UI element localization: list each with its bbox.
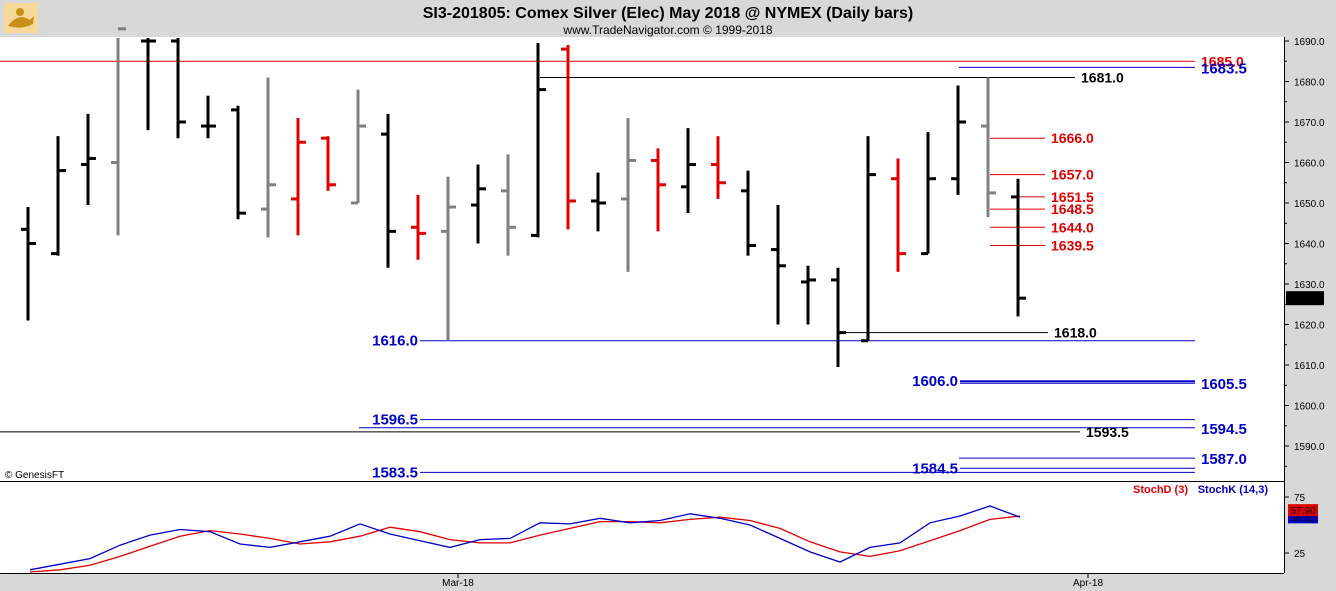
level-label: 1681.0	[1081, 69, 1124, 85]
stochd-value-box	[1288, 504, 1318, 517]
level-label: 1657.0	[1051, 167, 1094, 183]
current-price-label: 1626.5	[1290, 294, 1321, 305]
stoch-tick-label: 75	[1294, 493, 1306, 504]
level-label: 1596.5	[372, 412, 418, 429]
level-label: 1666.0	[1051, 130, 1094, 146]
level-label: 1587.0	[1201, 451, 1247, 468]
stoch-line	[29, 505, 1021, 571]
level-label: 1618.0	[1054, 325, 1097, 341]
price-panel	[0, 37, 1284, 481]
level-label: 1616.0	[372, 333, 418, 350]
level-label: 1683.5	[1201, 60, 1247, 77]
y-tick-label: 1630.0	[1294, 280, 1325, 291]
chart-title: SI3-201805: Comex Silver (Elec) May 2018…	[423, 5, 914, 22]
y-tick-label: 1640.0	[1294, 240, 1325, 251]
watermark: © GenesisFT	[5, 470, 64, 481]
level-label: 1605.5	[1201, 376, 1247, 393]
level-label: 1644.0	[1051, 219, 1094, 235]
stochk-value-label: 56.82	[1290, 513, 1315, 524]
logo-icon	[4, 3, 38, 33]
current-price-box	[1286, 291, 1324, 306]
x-tick-label: Apr-18	[1073, 578, 1103, 589]
y-tick-label: 1650.0	[1294, 199, 1325, 210]
y-tick-label: 1610.0	[1294, 361, 1325, 372]
level-label: 1606.0	[912, 373, 958, 390]
y-tick-label: 1680.0	[1294, 78, 1325, 89]
level-label: 1594.5	[1201, 421, 1247, 438]
stochastic-panel	[0, 482, 1284, 573]
stochd-value-label: 57.90	[1290, 506, 1315, 517]
level-label: 1639.5	[1051, 238, 1094, 254]
level-label: 1651.5	[1051, 189, 1094, 205]
chart-subtitle: www.TradeNavigator.com © 1999-2018	[562, 23, 772, 37]
level-label: 1584.5	[912, 460, 958, 477]
x-axis: Mar-18 Apr-18	[442, 573, 1103, 589]
y-tick-label: 1660.0	[1294, 159, 1325, 170]
x-tick-label: Mar-18	[442, 578, 474, 589]
level-label: 1648.5	[1051, 201, 1094, 217]
y-tick-label: 1590.0	[1294, 442, 1325, 453]
y-axis: 1590.0 1600.0 1610.0 1620.0 1630.0 1640.0 1650…	[1284, 37, 1325, 467]
level-label: 1583.5	[372, 464, 418, 481]
legend-stochk: StochK (14,3)	[1198, 484, 1269, 496]
stochk-value-box	[1288, 511, 1318, 524]
stoch-tick-label: 25	[1294, 549, 1306, 560]
y-tick-label: 1620.0	[1294, 321, 1325, 332]
legend-stochd: StochD (3)	[1133, 484, 1188, 496]
y-tick-label: 1670.0	[1294, 118, 1325, 129]
y-tick-label: 1690.0	[1294, 37, 1325, 48]
level-label: 1685.0	[1201, 53, 1244, 69]
bars-layer	[21, 27, 1026, 368]
level-label: 1593.5	[1086, 424, 1129, 440]
y-tick-label: 1600.0	[1294, 402, 1325, 413]
